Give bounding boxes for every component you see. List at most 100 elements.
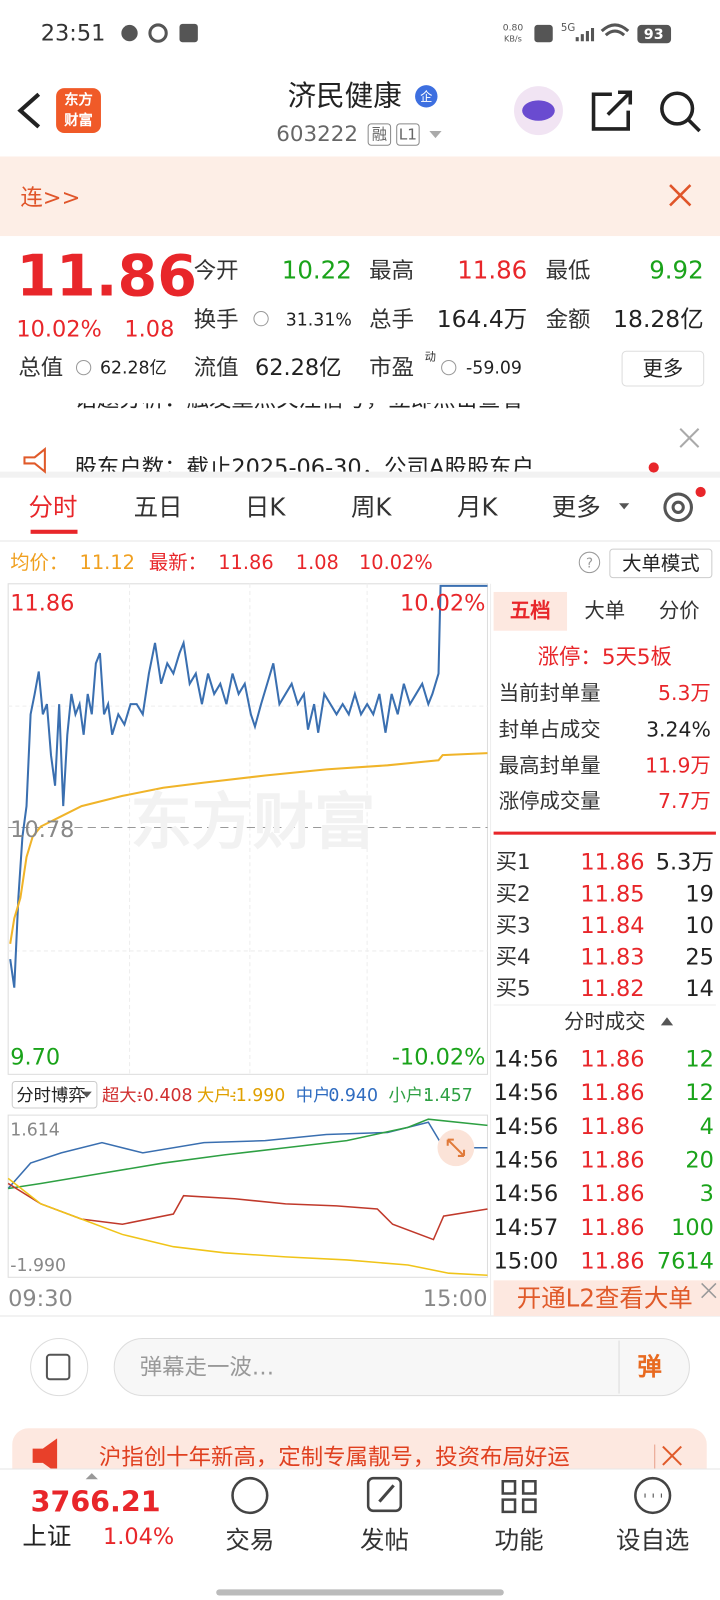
nav-label[interactable]: 设自选: [616, 1525, 689, 1554]
average-line: [9, 752, 488, 944]
net-speed: 0.80: [503, 22, 524, 33]
trade-time: 14:56: [494, 1047, 559, 1073]
l2-banner[interactable]: [493, 1280, 720, 1317]
nav-label[interactable]: 交易: [225, 1525, 274, 1554]
danmu-button[interactable]: 弹: [637, 1352, 661, 1381]
banner-close[interactable]: [669, 184, 692, 207]
flow-value: -0.408: [137, 1086, 193, 1106]
tab[interactable]: 五日: [134, 492, 183, 521]
logo-text: 东方: [64, 90, 93, 108]
stat-label: 涨停成交量: [499, 789, 601, 813]
banner-text[interactable]: 连>>: [20, 185, 80, 211]
app-icon: [121, 24, 138, 42]
stat-value: 3.24%: [646, 718, 711, 742]
news-icon: [23, 447, 46, 474]
field-value: 18.28亿: [613, 305, 704, 333]
tab[interactable]: 日K: [245, 492, 286, 521]
bid-label: 买2: [496, 882, 531, 907]
index-name: 上证: [22, 1521, 71, 1550]
flow-line: [7, 1121, 488, 1190]
trade-price: 11.86: [580, 1215, 644, 1241]
field-value: 62.28亿: [100, 359, 167, 379]
chart-prev-close: 10.78: [10, 817, 74, 843]
search-button[interactable]: [660, 91, 695, 126]
tag: 融: [372, 126, 387, 144]
field-value: 164.4万: [437, 305, 528, 333]
home-indicator: [216, 1589, 504, 1596]
tag: L1: [399, 126, 417, 144]
separator: [0, 471, 720, 478]
nav-icon[interactable]: [366, 1476, 403, 1513]
grid-line: [129, 583, 368, 1075]
flow-line: [7, 1177, 488, 1277]
field-value: -59.09: [466, 359, 522, 379]
dropdown[interactable]: [429, 130, 442, 139]
field-label: 总手: [369, 307, 414, 333]
tab[interactable]: 周K: [351, 492, 392, 521]
time-start: 09:30: [8, 1286, 73, 1312]
avg-label: 均价：: [10, 551, 68, 574]
flow-value: 0.940: [328, 1086, 378, 1106]
bid-volume: 14: [685, 976, 714, 1002]
hd-icon: [534, 24, 553, 43]
trade-price: 11.86: [580, 1148, 644, 1174]
bid-price: 11.83: [580, 945, 644, 971]
change-pct: 10.02%: [16, 316, 102, 342]
banner-bg: [0, 156, 720, 237]
tag-box: [396, 123, 420, 146]
info-icon: [441, 359, 457, 376]
flow-selector[interactable]: [11, 1080, 98, 1109]
flow-max: 1.614: [10, 1120, 60, 1140]
mode-button[interactable]: [609, 548, 713, 579]
chart-min: 9.70: [10, 1045, 60, 1071]
settings-button[interactable]: [663, 492, 693, 523]
more-button[interactable]: [621, 350, 705, 387]
side-tab[interactable]: 分价: [659, 598, 700, 622]
info-icon: [75, 359, 92, 376]
trade-time: 14:56: [494, 1080, 559, 1106]
logo: [56, 88, 101, 134]
field-value: 10.22: [282, 256, 352, 285]
nav-icon[interactable]: [231, 1476, 269, 1515]
field-label: 金额: [546, 307, 591, 333]
flow-label: 小户:: [389, 1086, 430, 1106]
field-value: 9.92: [649, 256, 703, 285]
news-close[interactable]: [679, 428, 700, 448]
chart-frame: [7, 583, 488, 1075]
nav-icon-pen: [378, 1484, 395, 1503]
nav-label[interactable]: 发帖: [360, 1525, 409, 1554]
tab[interactable]: 分时: [29, 492, 78, 521]
flow-label: 超大:: [102, 1086, 143, 1106]
nav-label[interactable]: 功能: [495, 1525, 544, 1554]
search-handle: [687, 118, 701, 133]
nav-icon[interactable]: [634, 1476, 672, 1515]
tab[interactable]: 更多: [552, 492, 601, 521]
side-tab[interactable]: 大单: [584, 598, 625, 622]
field-label: 最低: [546, 258, 591, 284]
price-line: [9, 584, 488, 988]
bottom-nav: [0, 1469, 720, 1600]
trade-volume: 100: [671, 1215, 714, 1241]
tab[interactable]: 月K: [457, 492, 498, 521]
side-tab[interactable]: 五档: [510, 598, 551, 622]
bid-volume: 10: [685, 913, 714, 939]
notice-close[interactable]: [662, 1445, 682, 1466]
nav-icon[interactable]: [501, 1479, 537, 1514]
help-icon[interactable]: [578, 551, 601, 574]
bid-volume: 5.3万: [656, 850, 714, 876]
news-dot: [648, 462, 659, 473]
trade-volume: 12: [685, 1080, 714, 1106]
share-button[interactable]: [591, 90, 633, 131]
wifi: [600, 23, 630, 37]
latest-change: 1.08: [296, 551, 339, 574]
badge: 企: [420, 89, 432, 104]
l2-close[interactable]: [701, 1282, 717, 1299]
comment-settings[interactable]: [30, 1337, 89, 1397]
field-label: 最高: [369, 258, 414, 284]
grid-line: [8, 705, 488, 952]
latest-value: 11.86: [218, 551, 273, 574]
bid-label: 买5: [496, 977, 531, 1002]
comment-input[interactable]: [113, 1337, 690, 1397]
back-button[interactable]: [17, 92, 41, 129]
